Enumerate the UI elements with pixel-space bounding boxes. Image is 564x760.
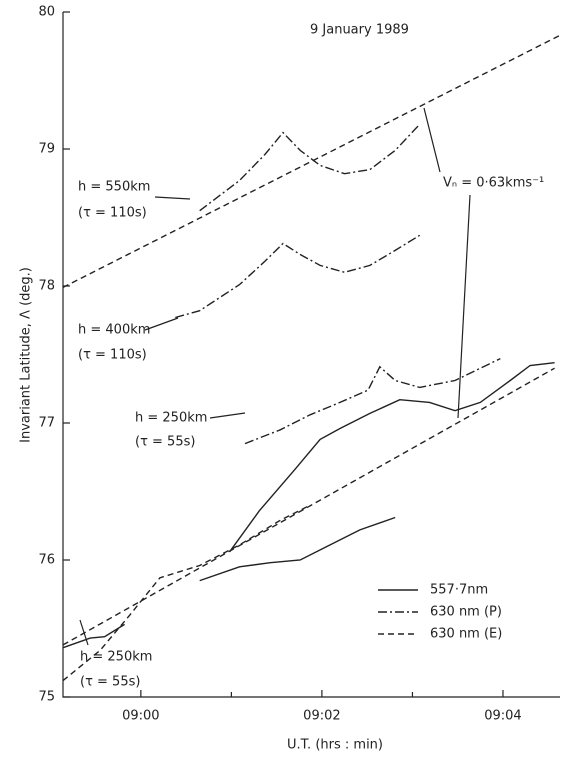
curve [175,234,421,319]
annotation: h = 250km [135,411,207,426]
y-tick-label: 75 [38,690,55,705]
y-tick-label: 78 [38,279,55,294]
curve [199,123,421,212]
curve [62,367,555,646]
curve [199,516,396,582]
annotation: h = 400km [78,323,150,338]
y-axis-label: Invariant Latitude, Λ (deg.) [19,267,34,443]
legend-label: 630 nm (P) [430,605,502,620]
annotation: (τ = 110s) [78,348,147,363]
x-tick-label: 09:00 [122,709,159,724]
annotation: h = 550km [78,180,150,195]
y-tick-label: 79 [38,142,55,157]
legend-label: 557·7nm [430,583,488,598]
annotation: h = 250km [80,650,152,665]
legend-label: 630 nm (E) [430,627,502,642]
x-tick-label: 09:02 [303,709,340,724]
x-tick-label: 09:04 [484,709,521,724]
annotation: (τ = 110s) [78,206,147,221]
annotation: (τ = 55s) [80,675,140,690]
curve [229,362,555,553]
annotation: Vₙ = 0·63kms⁻¹ [443,176,544,191]
curve [62,623,125,649]
annotation: (τ = 55s) [135,435,195,450]
y-tick-label: 77 [38,416,55,431]
curve [62,504,311,682]
y-tick-label: 80 [38,5,55,20]
chart-title: 9 January 1989 [310,23,409,38]
curve [62,34,561,289]
y-tick-label: 76 [38,553,55,568]
x-axis-label: U.T. (hrs : min) [287,738,383,753]
curve [244,357,501,445]
